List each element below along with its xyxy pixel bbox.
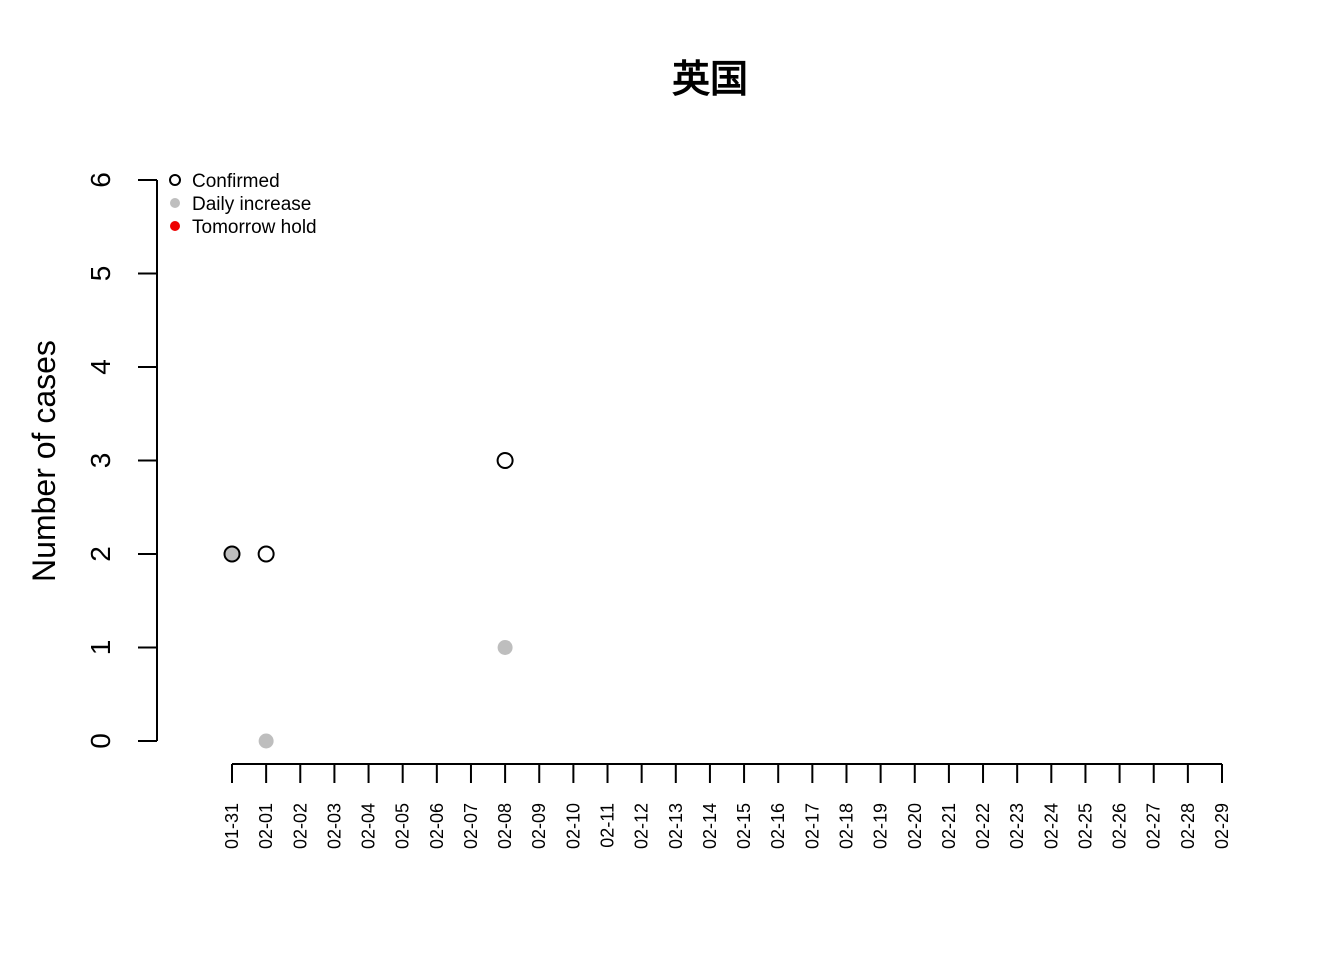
x-tick-label: 02-05 [393, 803, 413, 849]
x-tick-label: 02-02 [290, 803, 310, 849]
x-tick-label: 02-14 [700, 803, 720, 849]
x-tick-label: 02-01 [256, 803, 276, 849]
legend-marker [169, 174, 181, 186]
y-tick-label: 5 [85, 266, 116, 282]
x-tick-label: 02-21 [939, 803, 959, 849]
y-axis: 0 1 2 3 4 5 6 [85, 172, 158, 749]
x-tick-label: 02-29 [1212, 803, 1232, 849]
x-tick-label: 02-18 [836, 803, 856, 849]
x-tick-label: 02-12 [632, 803, 652, 849]
x-tick-label: 02-15 [734, 803, 754, 849]
x-tick-label: 02-23 [1007, 803, 1027, 849]
x-tick-label: 02-25 [1075, 803, 1095, 849]
x-tick-label: 02-06 [427, 803, 447, 849]
y-tick-label: 1 [85, 640, 116, 656]
x-tick-label: 02-24 [1041, 803, 1061, 849]
x-tick-label: 02-09 [529, 803, 549, 849]
x-tick-label: 02-07 [461, 803, 481, 849]
x-tick-label: 02-03 [324, 803, 344, 849]
data-point [496, 452, 514, 469]
y-tick-label: 3 [85, 453, 116, 469]
x-tick-label: 02-26 [1110, 803, 1130, 849]
y-tick-label: 4 [85, 359, 116, 375]
chart-title: 英国 [672, 59, 748, 101]
legend-label: Confirmed [192, 171, 280, 192]
x-axis: 01-31 02-01 02-02 02-03 02-04 02-05 02-06 02-07… [222, 763, 1232, 849]
y-axis-label: Number of cases [26, 340, 62, 582]
x-tick-label: 01-31 [222, 803, 242, 849]
data-points [223, 452, 514, 749]
x-tick-label: 02-08 [495, 803, 515, 849]
x-tick-label: 02-16 [768, 803, 788, 849]
data-point [224, 546, 240, 562]
y-tick-label: 0 [85, 733, 116, 749]
legend-marker [170, 198, 180, 208]
data-point [258, 733, 274, 749]
data-point [223, 545, 241, 563]
x-tick-label: 02-13 [666, 803, 686, 849]
x-tick-label: 02-11 [598, 803, 618, 848]
data-point [257, 545, 275, 563]
legend-label: Daily increase [192, 194, 311, 215]
x-tick-label: 02-10 [563, 803, 583, 849]
x-tick-label: 02-28 [1178, 803, 1198, 849]
x-tick-label: 02-20 [905, 803, 925, 849]
y-tick-label: 2 [85, 546, 116, 562]
legend-label: Tomorrow hold [192, 217, 317, 238]
x-tick-label: 02-17 [802, 803, 822, 849]
y-tick-label: 6 [85, 172, 116, 188]
x-tick-label: 02-04 [359, 803, 379, 849]
data-point [497, 640, 513, 655]
x-tick-label: 02-22 [973, 803, 993, 849]
legend-marker [170, 221, 180, 231]
x-tick-label: 02-27 [1144, 803, 1164, 849]
x-tick-label: 02-19 [871, 803, 891, 849]
